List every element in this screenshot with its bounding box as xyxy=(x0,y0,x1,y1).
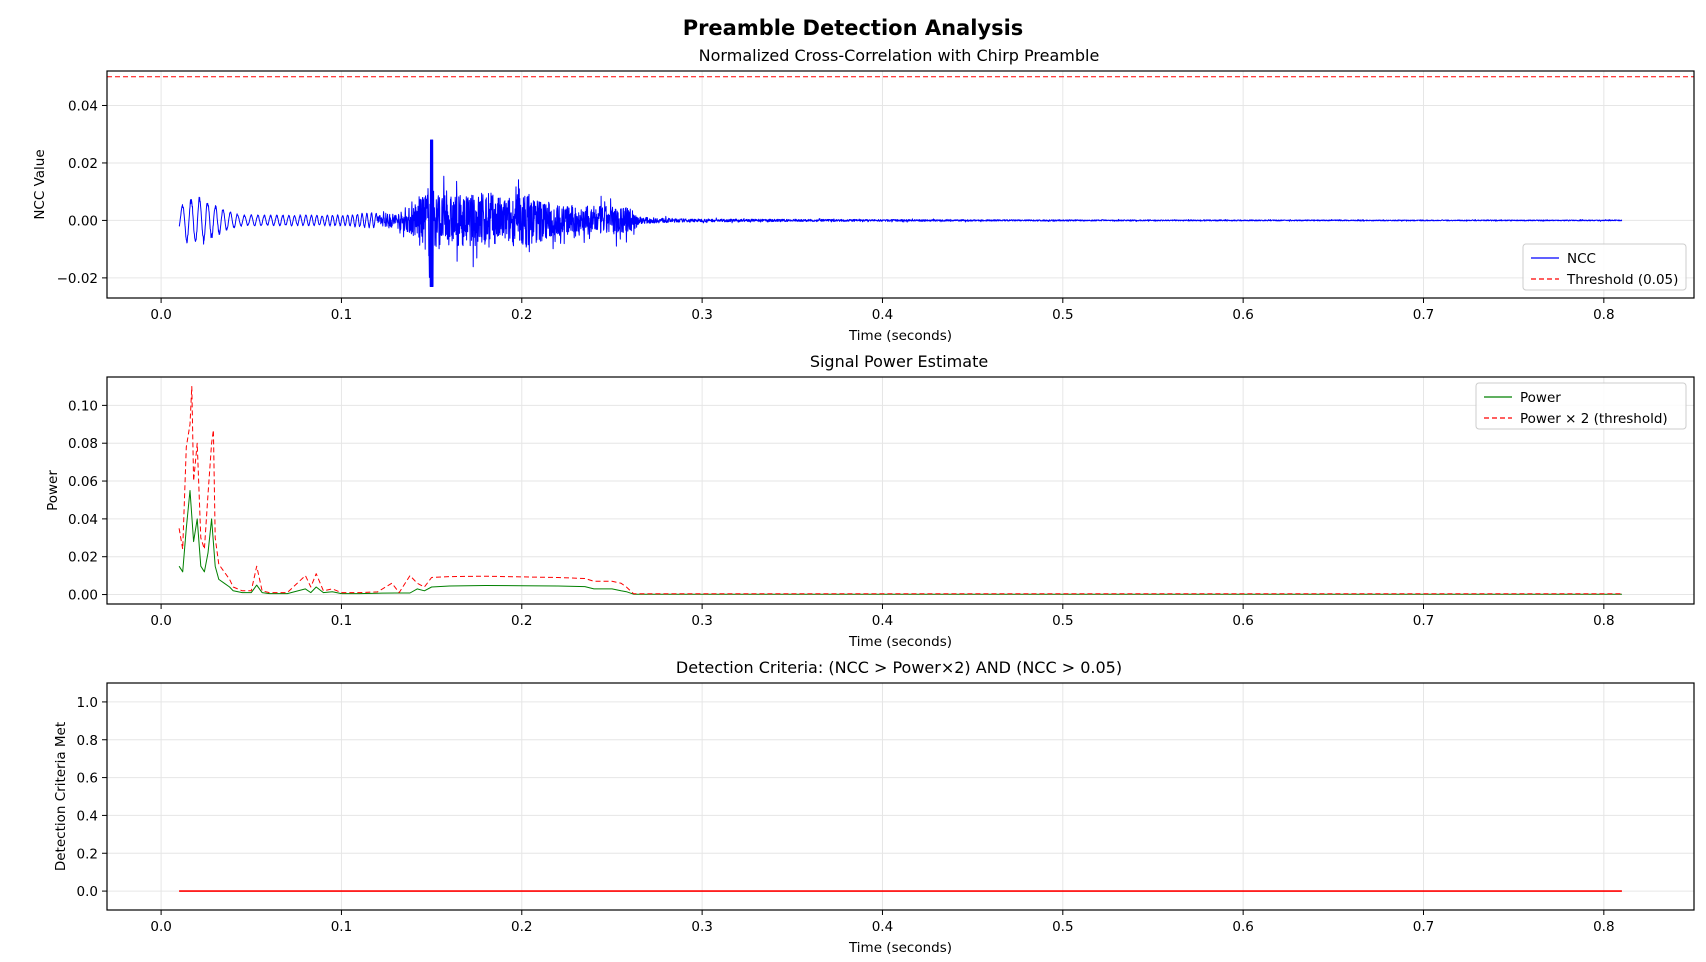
detection-panel: Detection Criteria: (NCC > Power×2) AND … xyxy=(53,658,1695,956)
ncc-axes-frame xyxy=(106,70,1695,299)
ncc-x-tick-label: 0.1 xyxy=(331,307,352,323)
detection-axes-frame xyxy=(106,682,1695,911)
ncc-legend-label: Threshold (0.05) xyxy=(1566,272,1678,288)
ncc-legend-box xyxy=(1522,243,1687,291)
power-y-tick-label: 0.04 xyxy=(68,512,98,528)
ncc-grid xyxy=(107,71,1694,298)
detection-x-tick-label: 0.2 xyxy=(511,919,532,935)
power-x-tick-label: 0.2 xyxy=(511,613,532,629)
power-legend-label: Power × 2 (threshold) xyxy=(1520,411,1668,427)
ncc-panel: Normalized Cross-Correlation with Chirp … xyxy=(32,46,1695,344)
detection-x-tick-label: 0.4 xyxy=(872,919,893,935)
power-series-power-line xyxy=(178,490,1622,595)
detection-x-tick-label: 0.0 xyxy=(150,919,171,935)
ncc-x-ticks: 0.0 0.1 0.2 0.3 0.4 0.5 0.6 0.7 0.8 xyxy=(150,298,1615,323)
power-y-tick-label: 0.00 xyxy=(68,588,98,604)
detection-y-ticks: 0.0 0.2 0.4 0.6 0.8 1.0 xyxy=(77,695,107,900)
ncc-x-tick-label: 0.6 xyxy=(1232,307,1253,323)
power-x-axis-label: Time (seconds) xyxy=(848,634,952,650)
power-plot-area xyxy=(178,386,1622,595)
power-legend: Power Power × 2 (threshold) xyxy=(1475,382,1687,430)
ncc-x-tick-label: 0.3 xyxy=(691,307,712,323)
power-legend-label: Power xyxy=(1520,390,1561,406)
detection-x-tick-label: 0.3 xyxy=(691,919,712,935)
ncc-legend: NCC Threshold (0.05) xyxy=(1522,243,1687,291)
ncc-y-ticks: −0.02 0.00 0.02 0.04 xyxy=(57,98,107,287)
ncc-plot-area xyxy=(107,76,1694,287)
power-x-tick-label: 0.6 xyxy=(1232,613,1253,629)
ncc-y-tick-label: 0.00 xyxy=(68,213,98,229)
ncc-y-axis-label: NCC Value xyxy=(32,149,48,219)
power-y-ticks: 0.00 0.02 0.04 0.06 0.08 0.10 xyxy=(68,398,107,604)
detection-x-axis-label: Time (seconds) xyxy=(848,940,952,956)
power-x-tick-label: 0.7 xyxy=(1413,613,1434,629)
ncc-y-tick-label: −0.02 xyxy=(57,271,98,287)
power-x-tick-label: 0.1 xyxy=(331,613,352,629)
ncc-y-tick-label: 0.02 xyxy=(68,156,98,172)
ncc-x-tick-label: 0.0 xyxy=(150,307,171,323)
power-y-axis-label: Power xyxy=(45,470,61,511)
ncc-series-ncc-line xyxy=(178,139,1623,287)
ncc-y-tick-label: 0.04 xyxy=(68,98,98,114)
ncc-x-tick-label: 0.7 xyxy=(1413,307,1434,323)
power-x-tick-label: 0.5 xyxy=(1052,613,1073,629)
detection-x-tick-label: 0.6 xyxy=(1232,919,1253,935)
detection-x-tick-label: 0.1 xyxy=(331,919,352,935)
ncc-legend-label: NCC xyxy=(1567,251,1596,267)
detection-x-ticks: 0.0 0.1 0.2 0.3 0.4 0.5 0.6 0.7 0.8 xyxy=(150,910,1615,935)
power-x-tick-label: 0.4 xyxy=(872,613,893,629)
detection-y-tick-label: 0.6 xyxy=(77,771,98,787)
power-x-tick-label: 0.8 xyxy=(1593,613,1614,629)
detection-y-axis-label: Detection Criteria Met xyxy=(53,722,69,871)
detection-y-tick-label: 1.0 xyxy=(77,695,98,711)
ncc-x-tick-label: 0.4 xyxy=(872,307,893,323)
power-grid xyxy=(107,377,1694,604)
power-y-tick-label: 0.08 xyxy=(68,436,98,452)
detection-y-tick-label: 0.2 xyxy=(77,846,98,862)
power-series-power-2-threshold-line xyxy=(178,386,1622,595)
ncc-x-tick-label: 0.2 xyxy=(511,307,532,323)
ncc-panel-title: Normalized Cross-Correlation with Chirp … xyxy=(699,46,1100,65)
power-panel: Signal Power Estimate 0.0 0.1 0.2 0.3 0.4 0.5… xyxy=(45,352,1695,650)
detection-y-tick-label: 0.4 xyxy=(77,808,98,824)
power-axes-frame xyxy=(106,376,1695,605)
power-y-tick-label: 0.10 xyxy=(68,398,98,414)
detection-grid xyxy=(107,683,1694,910)
ncc-x-axis-label: Time (seconds) xyxy=(848,328,952,344)
power-x-ticks: 0.0 0.1 0.2 0.3 0.4 0.5 0.6 0.7 0.8 xyxy=(150,604,1615,629)
power-x-tick-label: 0.0 xyxy=(150,613,171,629)
ncc-x-tick-label: 0.5 xyxy=(1052,307,1073,323)
power-legend-box xyxy=(1475,382,1687,430)
detection-y-tick-label: 0.0 xyxy=(77,884,98,900)
detection-x-tick-label: 0.8 xyxy=(1593,919,1614,935)
detection-y-tick-label: 0.8 xyxy=(77,733,98,749)
detection-x-tick-label: 0.7 xyxy=(1413,919,1434,935)
figure-title: Preamble Detection Analysis xyxy=(683,16,1024,40)
detection-x-tick-label: 0.5 xyxy=(1052,919,1073,935)
ncc-x-tick-label: 0.8 xyxy=(1593,307,1614,323)
power-y-tick-label: 0.06 xyxy=(68,474,98,490)
detection-panel-title: Detection Criteria: (NCC > Power×2) AND … xyxy=(676,658,1122,677)
power-x-tick-label: 0.3 xyxy=(691,613,712,629)
power-panel-title: Signal Power Estimate xyxy=(810,352,988,371)
power-y-tick-label: 0.02 xyxy=(68,550,98,566)
